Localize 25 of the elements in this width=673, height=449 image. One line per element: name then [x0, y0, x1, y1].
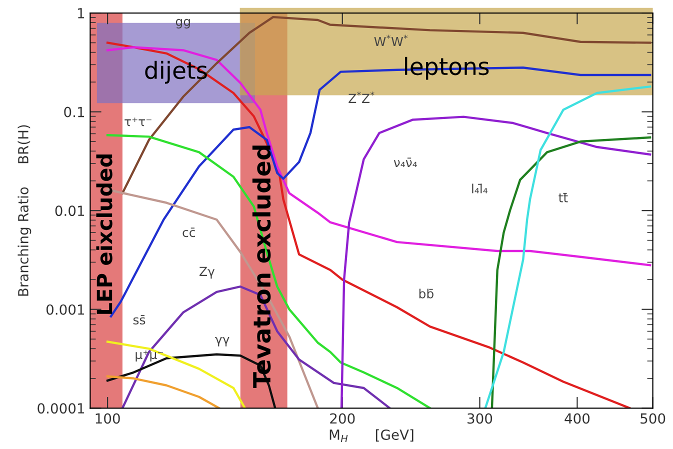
annotation: γγ — [215, 336, 230, 346]
x-tick-label: 400 — [564, 413, 590, 424]
band-label: Tevatron excluded — [252, 146, 271, 388]
annotation: tt̄ — [558, 192, 568, 202]
annotation: l₄l̄₄ — [472, 184, 488, 194]
y-axis-title: Branching Ratio BR(H) — [18, 125, 32, 296]
annotation: τ⁺τ⁻ — [124, 118, 152, 126]
x-tick-label: 200 — [330, 413, 355, 424]
y-tick-label: 0.0001 — [38, 403, 84, 414]
y-tick-label: 0.001 — [46, 304, 84, 315]
annotation: W$^{*}$W$^{*}$ — [374, 34, 408, 46]
text: M$_{H}$ [GeV] — [330, 429, 414, 442]
annotation: ν₄ν̄₄ — [394, 158, 417, 168]
annotation: ss̄ — [133, 315, 146, 325]
annotation: cc̄ — [182, 228, 195, 238]
annotation: bb̄ — [419, 288, 434, 298]
y-tick-label: 0.01 — [55, 206, 84, 216]
x-tick-label: 100 — [96, 413, 120, 424]
x-tick-label: 500 — [640, 413, 666, 424]
x-tick-label: 300 — [468, 413, 492, 424]
annotation: Zγ — [200, 266, 215, 279]
y-tick-label: 1 — [78, 8, 84, 18]
annotation: Z$^{*}$Z$^{*}$ — [348, 92, 374, 103]
y-tick-label: 0.1 — [64, 106, 84, 118]
band-label: LEP eixcluded — [96, 154, 112, 314]
